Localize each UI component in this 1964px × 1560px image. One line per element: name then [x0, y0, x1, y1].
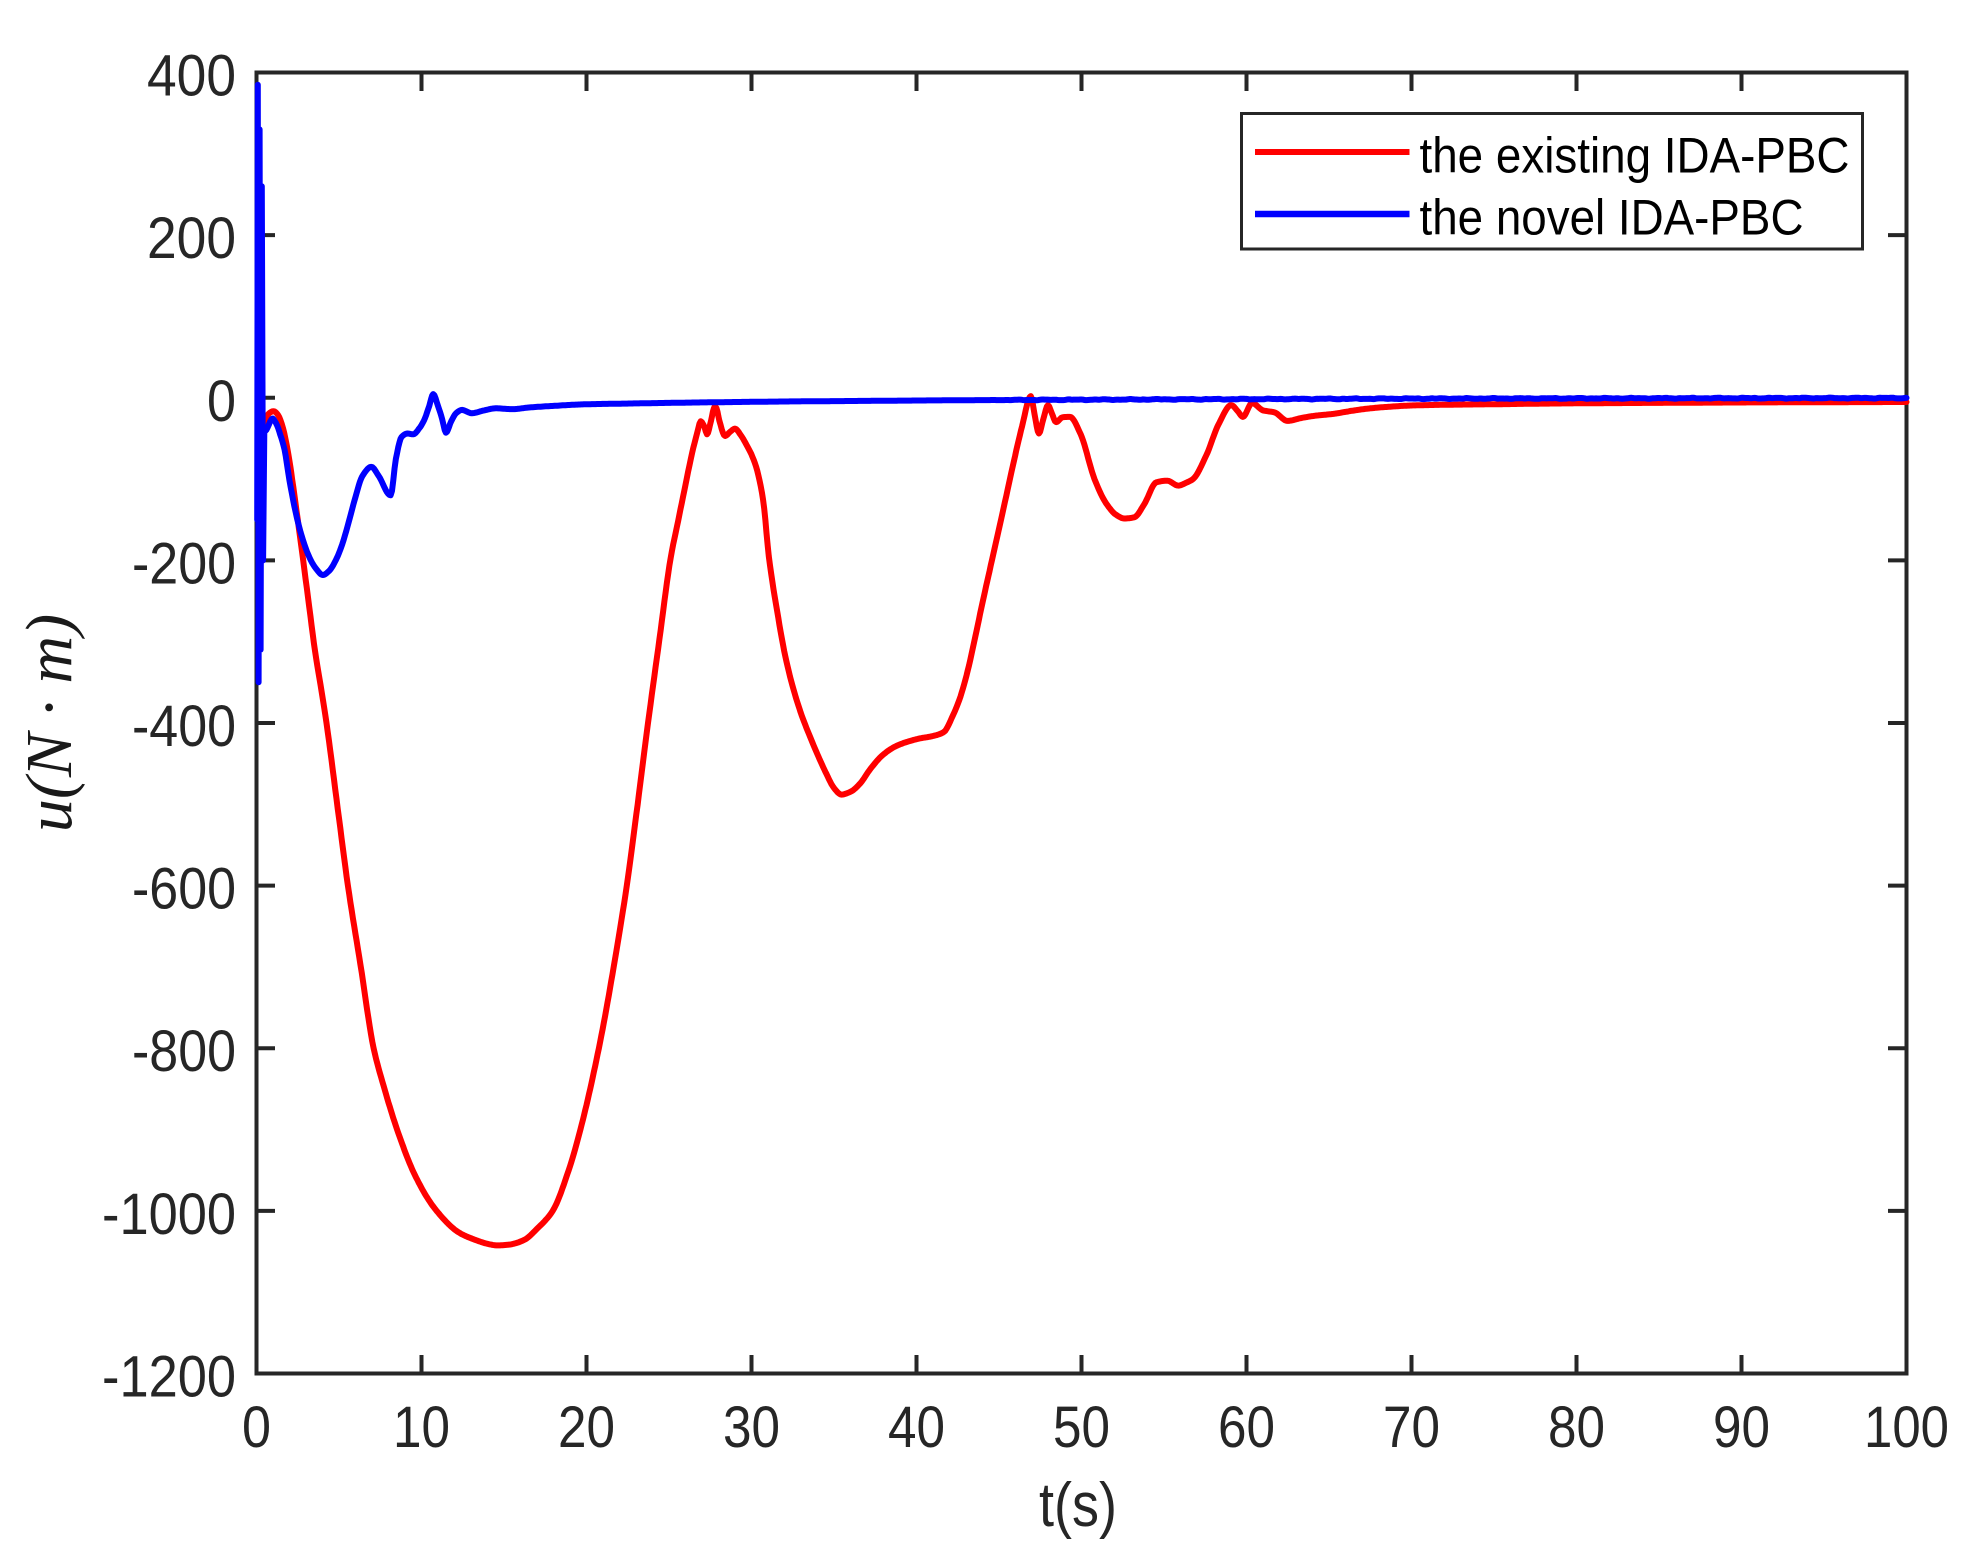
svg-text:400: 400 — [147, 44, 236, 109]
svg-text:-1000: -1000 — [102, 1182, 236, 1247]
svg-text:20: 20 — [558, 1395, 615, 1460]
svg-text:-1200: -1200 — [102, 1345, 236, 1410]
svg-text:90: 90 — [1713, 1395, 1770, 1460]
svg-text:70: 70 — [1383, 1395, 1440, 1460]
svg-text:50: 50 — [1053, 1395, 1110, 1460]
svg-text:40: 40 — [888, 1395, 945, 1460]
svg-text:u(N · m): u(N · m) — [13, 614, 86, 832]
svg-text:60: 60 — [1218, 1395, 1275, 1460]
svg-text:30: 30 — [723, 1395, 780, 1460]
svg-text:-200: -200 — [132, 531, 236, 596]
svg-text:t(s): t(s) — [1039, 1471, 1117, 1540]
svg-text:0: 0 — [242, 1395, 271, 1460]
svg-text:the novel IDA-PBC: the novel IDA-PBC — [1420, 189, 1804, 245]
svg-text:80: 80 — [1548, 1395, 1605, 1460]
svg-text:-800: -800 — [132, 1019, 236, 1084]
svg-text:0: 0 — [207, 369, 236, 434]
svg-text:200: 200 — [147, 206, 236, 271]
svg-text:10: 10 — [393, 1395, 450, 1460]
svg-text:-400: -400 — [132, 694, 236, 759]
svg-text:-600: -600 — [132, 857, 236, 922]
svg-text:the existing IDA-PBC: the existing IDA-PBC — [1420, 127, 1850, 183]
svg-text:100: 100 — [1864, 1395, 1949, 1460]
